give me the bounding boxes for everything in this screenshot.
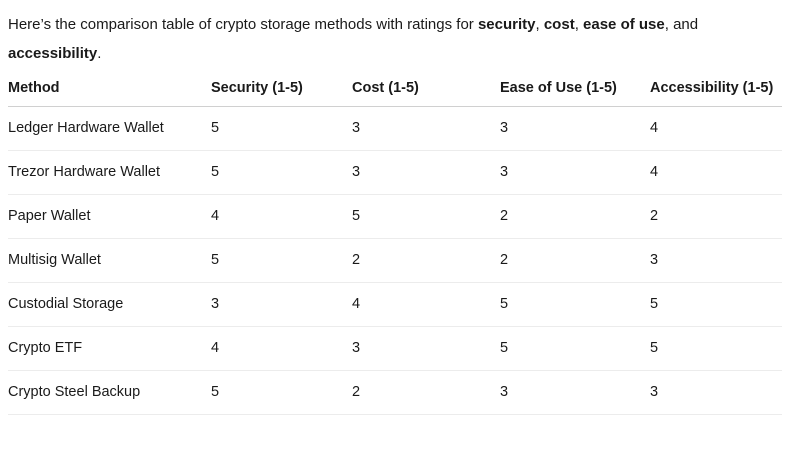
column-header-accessibility: Accessibility (1-5) <box>650 74 782 107</box>
cell-ease-of-use: 3 <box>500 106 650 151</box>
cell-method: Trezor Hardware Wallet <box>8 150 211 195</box>
cell-method: Custodial Storage <box>8 282 211 327</box>
intro-text: Here’s the comparison table of crypto st… <box>8 10 782 68</box>
table-row: Crypto ETF 4 3 5 5 <box>8 326 782 371</box>
table-row: Custodial Storage 3 4 5 5 <box>8 282 782 327</box>
cell-accessibility: 3 <box>650 370 782 415</box>
page-content: Here’s the comparison table of crypto st… <box>0 10 790 415</box>
intro-bold-cost: cost <box>543 16 575 33</box>
cell-cost: 4 <box>352 282 500 327</box>
cell-accessibility: 3 <box>650 238 782 283</box>
cell-ease-of-use: 3 <box>500 150 650 195</box>
cell-method: Ledger Hardware Wallet <box>8 106 211 151</box>
cell-accessibility: 4 <box>650 150 782 195</box>
intro-segment: , <box>535 16 544 33</box>
cell-ease-of-use: 5 <box>500 326 650 371</box>
intro-bold-accessibility: accessibility <box>8 45 98 62</box>
cell-accessibility: 4 <box>650 106 782 151</box>
table-header-row: Method Security (1-5) Cost (1-5) Ease of… <box>8 74 782 107</box>
cell-accessibility: 5 <box>650 282 782 327</box>
cell-cost: 3 <box>352 326 500 371</box>
cell-cost: 2 <box>352 238 500 283</box>
cell-method: Multisig Wallet <box>8 238 211 283</box>
cell-method: Crypto ETF <box>8 326 211 371</box>
cell-ease-of-use: 2 <box>500 194 650 239</box>
intro-segment: , and <box>664 16 699 33</box>
cell-cost: 3 <box>352 106 500 151</box>
cell-security: 4 <box>211 326 352 371</box>
cell-method: Paper Wallet <box>8 194 211 239</box>
cell-security: 5 <box>211 370 352 415</box>
column-header-security: Security (1-5) <box>211 74 352 107</box>
table-header: Method Security (1-5) Cost (1-5) Ease of… <box>8 74 782 107</box>
cell-accessibility: 2 <box>650 194 782 239</box>
table-row: Trezor Hardware Wallet 5 3 3 4 <box>8 150 782 195</box>
crypto-storage-comparison-table: Method Security (1-5) Cost (1-5) Ease of… <box>8 74 782 415</box>
column-header-cost: Cost (1-5) <box>352 74 500 107</box>
cell-ease-of-use: 2 <box>500 238 650 283</box>
cell-method: Crypto Steel Backup <box>8 370 211 415</box>
cell-security: 5 <box>211 106 352 151</box>
cell-security: 4 <box>211 194 352 239</box>
cell-accessibility: 5 <box>650 326 782 371</box>
cell-cost: 2 <box>352 370 500 415</box>
cell-cost: 3 <box>352 150 500 195</box>
column-header-method: Method <box>8 74 211 107</box>
cell-security: 5 <box>211 238 352 283</box>
cell-security: 3 <box>211 282 352 327</box>
intro-segment: . <box>97 45 102 62</box>
column-header-ease-of-use: Ease of Use (1-5) <box>500 74 650 107</box>
cell-security: 5 <box>211 150 352 195</box>
intro-bold-security: security <box>477 16 536 33</box>
intro-bold-ease-of-use: ease of use <box>583 16 665 33</box>
table-row: Crypto Steel Backup 5 2 3 3 <box>8 370 782 415</box>
cell-ease-of-use: 3 <box>500 370 650 415</box>
table-row: Multisig Wallet 5 2 2 3 <box>8 238 782 283</box>
table-row: Paper Wallet 4 5 2 2 <box>8 194 782 239</box>
intro-segment: , <box>574 16 584 33</box>
table-body: Ledger Hardware Wallet 5 3 3 4 Trezor Ha… <box>8 106 782 415</box>
cell-ease-of-use: 5 <box>500 282 650 327</box>
cell-cost: 5 <box>352 194 500 239</box>
intro-segment: Here’s the comparison table of crypto st… <box>8 16 478 33</box>
table-row: Ledger Hardware Wallet 5 3 3 4 <box>8 106 782 151</box>
